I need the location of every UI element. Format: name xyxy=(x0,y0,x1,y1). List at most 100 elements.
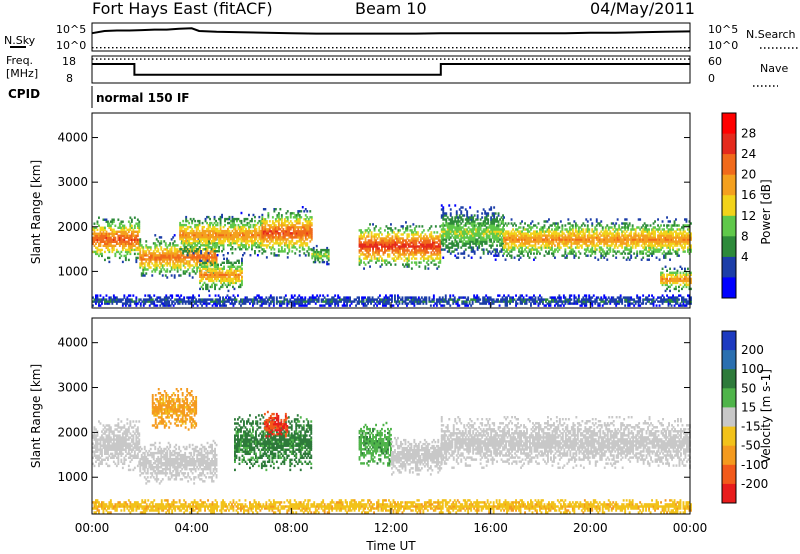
power-cell xyxy=(382,243,385,246)
power-cell xyxy=(470,222,473,225)
power-cell xyxy=(248,225,250,229)
power-cell xyxy=(182,219,185,223)
power-cell xyxy=(252,233,255,237)
power-cell xyxy=(292,242,295,245)
power-cell xyxy=(197,240,199,243)
power-cell xyxy=(176,254,179,257)
power-cell xyxy=(185,240,188,243)
power-cell xyxy=(366,229,368,232)
power-cell xyxy=(130,218,133,221)
power-cell xyxy=(197,238,200,241)
power-cell xyxy=(415,225,418,228)
power-cell xyxy=(211,271,213,275)
power-cell xyxy=(143,264,146,267)
power-cell xyxy=(255,229,258,233)
power-cell xyxy=(108,250,111,254)
power-cell xyxy=(376,233,379,236)
power-cell xyxy=(478,224,481,227)
power-cell xyxy=(360,261,362,264)
power-cell xyxy=(405,241,407,244)
power-cell xyxy=(107,246,109,250)
power-cell xyxy=(208,275,210,279)
power-cell xyxy=(233,273,236,277)
power-cell xyxy=(151,258,154,261)
power-cell xyxy=(393,259,395,262)
power-cell xyxy=(475,232,478,235)
power-cell xyxy=(442,218,445,221)
power-cell xyxy=(158,266,161,269)
power-cell xyxy=(222,231,225,235)
power-cell xyxy=(476,214,479,217)
power-cell xyxy=(467,226,470,229)
power-cell xyxy=(213,246,216,249)
power-cell xyxy=(236,277,239,281)
power-cell xyxy=(166,250,169,253)
power-cell xyxy=(427,267,430,270)
power-cell xyxy=(143,258,146,261)
power-cell xyxy=(205,264,207,267)
power-cell xyxy=(245,237,247,241)
power-cell xyxy=(442,212,445,215)
power-cell xyxy=(130,236,133,240)
power-cell xyxy=(188,240,191,243)
power-cell xyxy=(360,237,362,240)
power-cell xyxy=(251,219,253,223)
power-cell xyxy=(320,248,323,252)
power-cell xyxy=(227,275,230,279)
power-cell xyxy=(298,226,301,229)
power-cell xyxy=(367,253,370,256)
power-cell xyxy=(279,238,282,241)
power-cell xyxy=(381,257,383,260)
power-cell xyxy=(470,246,473,249)
power-cell xyxy=(433,263,436,266)
power-cell xyxy=(300,216,303,219)
power-cell xyxy=(152,242,155,245)
power-cell xyxy=(101,254,103,258)
power-cell xyxy=(226,261,228,265)
power-cell xyxy=(124,226,127,230)
power-cell xyxy=(211,279,213,283)
power-cell xyxy=(258,242,261,245)
power-cell xyxy=(108,248,111,252)
power-cell xyxy=(160,246,163,249)
power-cell xyxy=(205,254,207,257)
power-cell xyxy=(298,246,301,249)
power-cell xyxy=(295,240,298,243)
power-cell xyxy=(457,234,460,237)
power-cell xyxy=(476,226,479,229)
noise-left-label: N.Sky xyxy=(4,34,36,47)
power-cell xyxy=(298,254,301,257)
power-cell xyxy=(369,249,371,252)
power-cell xyxy=(241,263,243,267)
power-cell xyxy=(449,232,452,235)
power-cell xyxy=(433,243,436,246)
power-cell xyxy=(215,265,218,269)
power-cell xyxy=(289,212,292,215)
power-cell xyxy=(178,258,181,261)
power-cell xyxy=(233,221,235,225)
power-cell xyxy=(273,226,276,229)
power-cell xyxy=(192,235,195,239)
power-cell xyxy=(428,241,431,244)
power-cell xyxy=(212,254,215,257)
power-cell xyxy=(164,256,167,259)
power-cell xyxy=(624,252,627,255)
power-cell xyxy=(216,242,219,245)
power-cell xyxy=(163,264,166,267)
power-cell xyxy=(210,235,213,239)
power-cell xyxy=(99,240,102,244)
power-cell xyxy=(256,244,259,247)
power-cell xyxy=(209,225,211,229)
power-cell xyxy=(135,256,138,260)
power-cell xyxy=(242,244,244,247)
power-cell xyxy=(206,250,209,253)
power-cell xyxy=(373,239,376,242)
power-cell xyxy=(236,269,239,273)
power-cell xyxy=(166,270,169,273)
power-cell xyxy=(564,248,567,251)
power-cell xyxy=(98,232,100,236)
power-cell xyxy=(216,227,219,231)
power-cell xyxy=(186,231,189,235)
power-cell xyxy=(152,256,155,259)
power-cell xyxy=(214,275,216,279)
